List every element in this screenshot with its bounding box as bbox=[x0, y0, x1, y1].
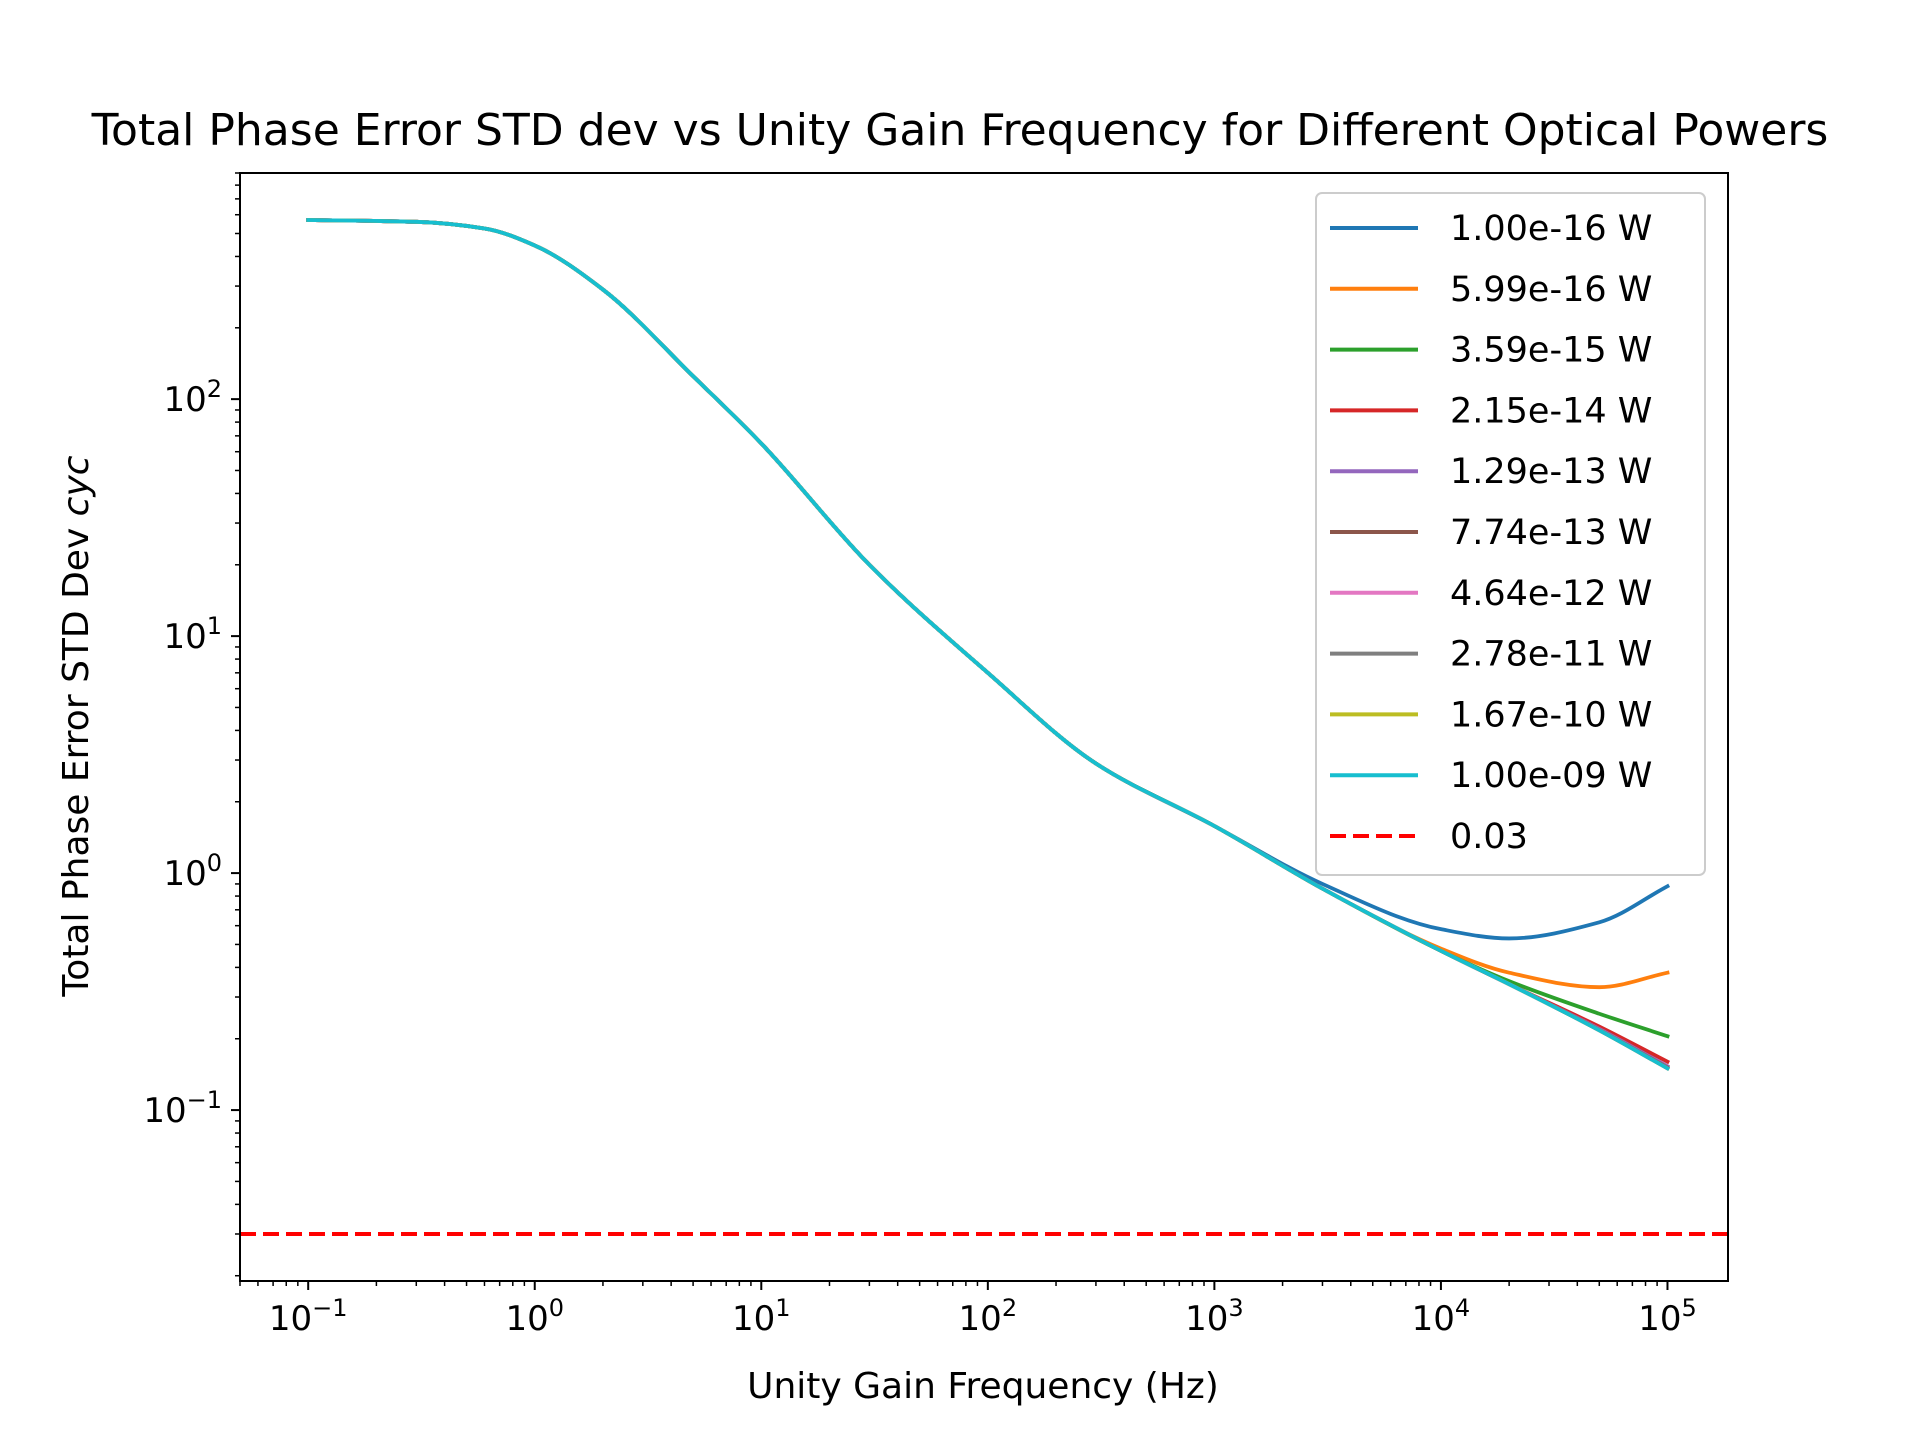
x-tick-label-exponent: 4 bbox=[1455, 1294, 1470, 1322]
y-tick-label-exponent: 1 bbox=[207, 612, 222, 640]
y-tick-label: 101 bbox=[163, 612, 222, 657]
y-tick-label: 100 bbox=[163, 849, 222, 894]
x-axis-label: Unity Gain Frequency (Hz) bbox=[747, 1366, 1219, 1407]
legend-label: 1.29e-13 W bbox=[1450, 452, 1652, 492]
x-tick-label-exponent: 2 bbox=[1002, 1294, 1017, 1322]
y-axis-label: Total Phase Error STD Dev cyc bbox=[56, 455, 97, 997]
x-tick-label-base: 10 bbox=[1185, 1299, 1228, 1339]
x-tick-label-base: 10 bbox=[505, 1299, 548, 1339]
x-tick-label-exponent: 5 bbox=[1681, 1294, 1696, 1322]
plot-area: 10−1 100 101 102 103 104 10510−11001011021.00e… bbox=[143, 172, 1729, 1339]
legend-label: 3.59e-15 W bbox=[1450, 331, 1652, 371]
y-tick-label-exponent: −1 bbox=[187, 1086, 222, 1114]
x-tick-label: 101 bbox=[732, 1294, 791, 1339]
x-tick-label-exponent: 3 bbox=[1228, 1294, 1243, 1322]
legend-label: 2.78e-11 W bbox=[1450, 635, 1652, 675]
x-tick-label-base: 10 bbox=[269, 1299, 312, 1339]
x-tick-label: 105 bbox=[1638, 1294, 1697, 1339]
legend-label: 4.64e-12 W bbox=[1450, 574, 1652, 614]
series-line-10 bbox=[306, 218, 1671, 1071]
y-tick-label-exponent: 2 bbox=[207, 375, 222, 403]
legend-label: 7.74e-13 W bbox=[1450, 513, 1652, 553]
chart-title: Total Phase Error STD dev vs Unity Gain … bbox=[91, 105, 1829, 156]
y-tick-label-exponent: 0 bbox=[207, 849, 222, 877]
legend-label: 2.15e-14 W bbox=[1450, 391, 1652, 431]
legend-label: 0.03 bbox=[1450, 817, 1528, 857]
y-tick-label-base: 10 bbox=[143, 1091, 186, 1131]
x-tick-label-base: 10 bbox=[959, 1299, 1002, 1339]
y-tick-label-base: 10 bbox=[163, 380, 206, 420]
x-tick-label-exponent: −1 bbox=[312, 1294, 347, 1322]
legend-label: 1.67e-10 W bbox=[1450, 695, 1652, 735]
legend-label: 1.00e-16 W bbox=[1450, 209, 1652, 249]
x-tick-label-base: 10 bbox=[732, 1299, 775, 1339]
y-tick-label: 102 bbox=[163, 375, 222, 420]
legend-box bbox=[1315, 192, 1706, 876]
x-tick-label-exponent: 1 bbox=[775, 1294, 790, 1322]
y-axis-label-unit: cyc bbox=[56, 455, 97, 516]
x-tick-label: 102 bbox=[959, 1294, 1018, 1339]
legend-label: 5.99e-16 W bbox=[1450, 270, 1652, 310]
x-tick-label-exponent: 0 bbox=[549, 1294, 564, 1322]
x-minor-ticks bbox=[239, 1281, 1658, 1286]
x-tick-label: 103 bbox=[1185, 1294, 1244, 1339]
axes-frame bbox=[239, 172, 1729, 1282]
y-tick-label-base: 10 bbox=[163, 854, 206, 894]
x-tick-label-base: 10 bbox=[1638, 1299, 1681, 1339]
y-minor-ticks bbox=[235, 172, 240, 1277]
x-tick-label: 104 bbox=[1412, 1294, 1471, 1339]
x-tick-label: 10−1 bbox=[269, 1294, 348, 1339]
legend: 1.00e-16 W 5.99e-16 W 3.59e-15 W 2.15e-14 W… bbox=[1315, 192, 1706, 876]
x-tick-label: 100 bbox=[505, 1294, 564, 1339]
y-tick-label: 10−1 bbox=[143, 1086, 222, 1131]
legend-label: 1.00e-09 W bbox=[1450, 756, 1652, 796]
y-axis-label-main: Total Phase Error STD Dev bbox=[56, 516, 97, 997]
y-tick-label-base: 10 bbox=[163, 617, 206, 657]
x-tick-label-base: 10 bbox=[1412, 1299, 1455, 1339]
